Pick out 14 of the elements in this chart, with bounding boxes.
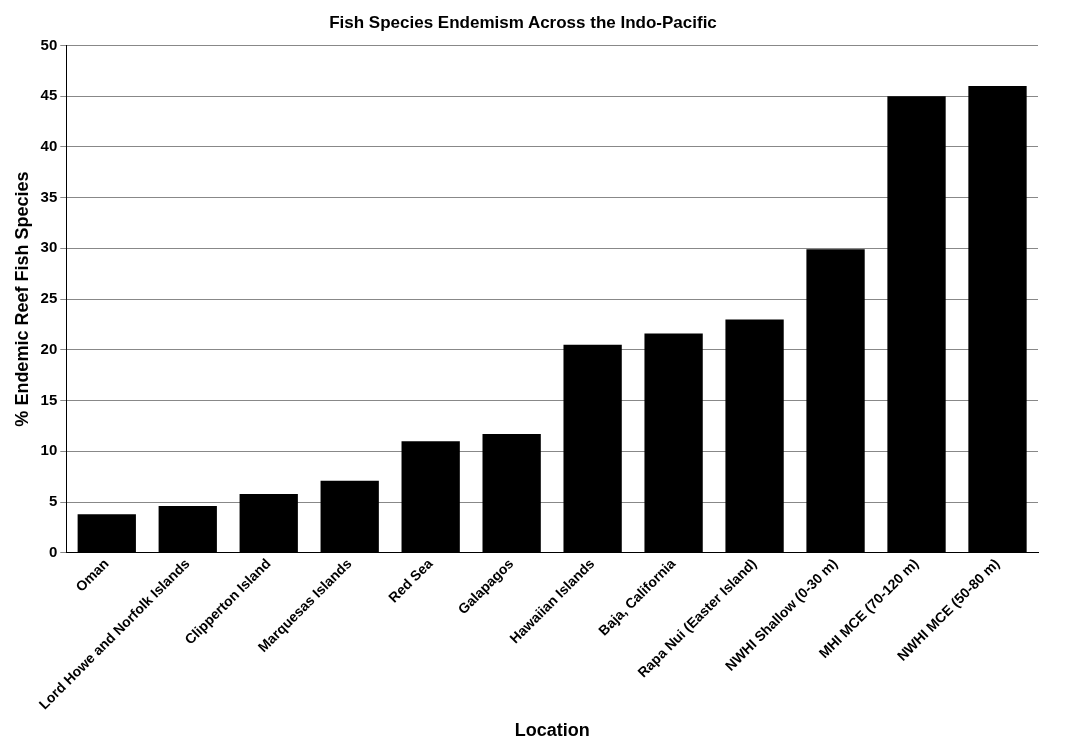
y-tick-label: 50 — [40, 35, 58, 53]
y-tick-label: 15 — [40, 390, 58, 408]
y-tick-label: 30 — [40, 238, 58, 256]
y-tick-label: 0 — [48, 542, 58, 560]
y-tick-label: 20 — [40, 339, 58, 357]
y-tick-label: 40 — [40, 137, 58, 155]
y-tick-label: 5 — [48, 492, 58, 510]
y-tick-label: 45 — [40, 86, 58, 104]
y-axis-title: % Endemic Reef Fish Species — [11, 171, 32, 427]
y-tick-label: 10 — [40, 441, 58, 459]
chart-title: Fish Species Endemism Across the Indo-Pacific — [329, 12, 717, 32]
x-axis-title: Location — [514, 720, 590, 741]
y-tick-label: 25 — [40, 289, 58, 307]
y-tick-label: 35 — [40, 187, 58, 205]
